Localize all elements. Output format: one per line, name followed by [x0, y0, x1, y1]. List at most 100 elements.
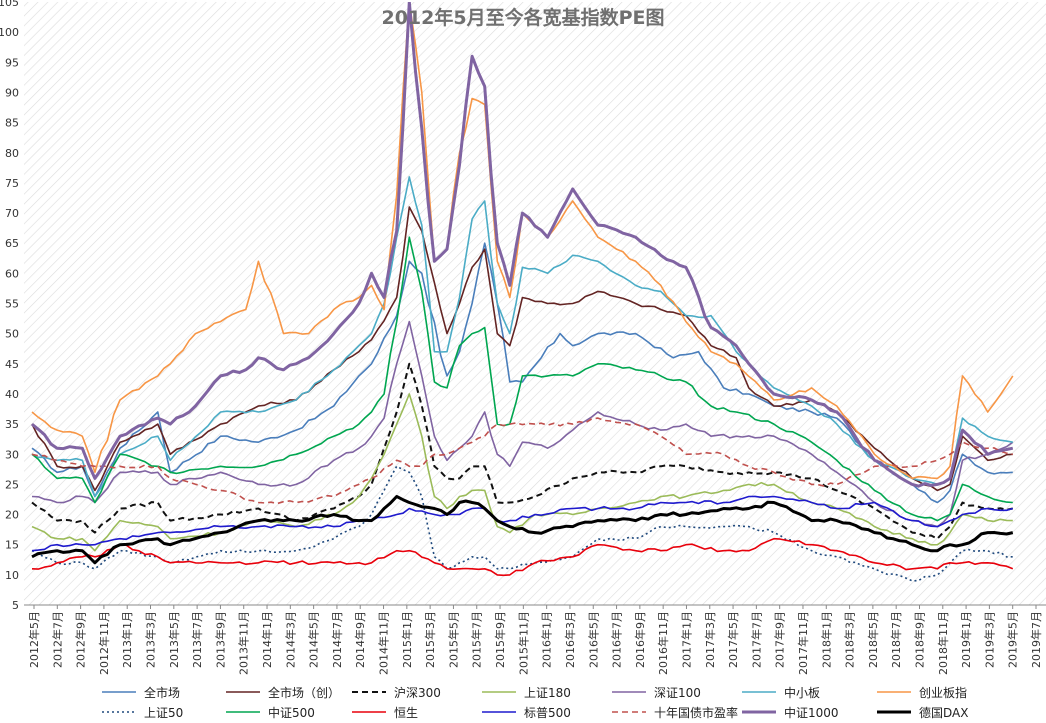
x-tick-label: 2015年7月 [470, 611, 484, 668]
chart-legend: 全市场 全市场（创） 沪深300 上证180 深证100 中小板 创业板指上证50 中证500… [100, 683, 1040, 721]
y-tick-label: 5 [12, 599, 19, 612]
series-line [31, 495, 1014, 552]
legend-label: 上证180 [524, 685, 571, 700]
x-tick-label: 2018年1月 [819, 611, 833, 668]
series-line [31, 206, 1013, 492]
x-tick-label: 2012年9月 [74, 611, 88, 668]
x-tick-label: 2015年5月 [446, 611, 460, 668]
y-tick-label: 65 [5, 237, 19, 250]
x-tick-label: 2014年11月 [377, 611, 391, 675]
plot-area-background [24, 2, 1046, 605]
x-tick-label: 2019年5月 [1006, 611, 1020, 668]
x-tick-label: 2016年1月 [540, 611, 554, 668]
legend-swatch [742, 710, 776, 714]
series-line [31, 393, 1013, 552]
legend-label: 上证50 [144, 705, 184, 720]
legend-label: 创业板指 [919, 685, 968, 700]
legend-swatch [612, 711, 646, 713]
x-tick-label: 2019年7月 [1029, 611, 1043, 668]
series-line [31, 495, 1014, 565]
legend-item: 创业板指 [875, 683, 967, 701]
legend-item: 标普500 [480, 703, 571, 721]
series-line [31, 417, 1013, 505]
x-tick-label: 2015年9月 [493, 611, 507, 668]
legend-label: 标普500 [524, 705, 571, 720]
x-tick-label: 2019年1月 [959, 611, 973, 668]
y-tick-label: 80 [5, 147, 19, 160]
series-line [31, 465, 1013, 582]
legend-item: 全市场 [100, 683, 180, 701]
x-tick-label: 2014年7月 [330, 611, 344, 668]
x-tick-label: 2015年3月 [423, 611, 437, 668]
x-tick-label: 2018年3月 [843, 611, 857, 668]
legend-swatch [226, 691, 260, 693]
y-tick-label: 15 [5, 539, 19, 552]
y-tick-label: 100 [0, 26, 19, 39]
legend-swatch [877, 691, 911, 693]
y-tick-label: 25 [5, 478, 19, 491]
legend-item: 深证100 [610, 683, 701, 701]
legend-item: 全市场（创） [224, 683, 340, 701]
y-tick-label: 95 [5, 56, 19, 69]
legend-item: 中证1000 [740, 703, 839, 721]
x-tick-label: 2014年1月 [260, 611, 274, 668]
legend-label: 十年国债市盈率 [654, 705, 739, 720]
y-tick-label: 35 [5, 418, 19, 431]
x-tick-label: 2014年9月 [353, 611, 367, 668]
legend-swatch [742, 691, 776, 693]
series-line [31, 320, 1014, 528]
x-tick-label: 2014年5月 [307, 611, 321, 668]
legend-item: 上证180 [480, 683, 571, 701]
legend-label: 德国DAX [919, 705, 969, 720]
x-tick-label: 2018年7月 [889, 611, 903, 668]
x-tick-label: 2013年9月 [213, 611, 227, 668]
y-tick-label: 20 [5, 509, 19, 522]
x-tick-label: 2013年1月 [120, 611, 134, 668]
x-tick-label: 2013年11月 [237, 611, 251, 675]
legend-swatch [482, 691, 516, 693]
y-tick-label: 30 [5, 448, 19, 461]
legend-swatch [352, 711, 386, 713]
legend-swatch [612, 691, 646, 693]
y-axis: 5 10 15 20 25 30 35 40 45 50 55 60 65 70 75 80 85 90 95 100… [0, 0, 19, 612]
y-tick-label: 60 [5, 267, 19, 280]
x-axis: 2012年5月 2012年7月 2012年9月 2012年11月 2013年1月 2013… [24, 604, 1046, 675]
y-tick-label: 50 [5, 328, 19, 341]
legend-label: 全市场 [144, 685, 181, 700]
chart-title: 2012年5月至今各宽基指数PE图 [381, 7, 665, 29]
y-tick-label: 10 [5, 569, 19, 582]
x-tick-label: 2017年7月 [749, 611, 763, 668]
x-tick-label: 2014年3月 [283, 611, 297, 668]
legend-label: 全市场（创） [268, 685, 341, 700]
x-tick-label: 2017年11月 [796, 611, 810, 675]
legend-label: 中证500 [268, 705, 315, 720]
legend-swatch [102, 691, 136, 693]
legend-label: 中证1000 [784, 705, 839, 720]
legend-item: 上证50 [100, 703, 183, 721]
series-line [31, 2, 1014, 488]
series-line [31, 242, 1013, 504]
legend-item: 十年国债市盈率 [610, 703, 738, 721]
x-tick-label: 2016年9月 [633, 611, 647, 668]
y-tick-label: 55 [5, 298, 19, 311]
legend-item: 恒生 [350, 703, 418, 721]
y-tick-label: 85 [5, 117, 19, 130]
y-tick-label: 70 [5, 207, 19, 220]
legend-swatch [226, 711, 260, 713]
x-tick-label: 2017年1月 [679, 611, 693, 668]
legend-item: 德国DAX [875, 703, 968, 721]
x-tick-label: 2017年9月 [773, 611, 787, 668]
x-tick-label: 2012年5月 [27, 611, 41, 668]
y-tick-label: 90 [5, 86, 19, 99]
legend-label: 深证100 [654, 685, 701, 700]
x-tick-label: 2017年3月 [703, 611, 717, 668]
legend-swatch [877, 710, 911, 714]
y-tick-label: 40 [5, 388, 19, 401]
x-tick-label: 2015年11月 [516, 611, 530, 675]
legend-item: 沪深300 [350, 683, 441, 701]
legend-item: 中小板 [740, 683, 820, 701]
legend-swatch [352, 691, 386, 693]
legend-label: 恒生 [394, 705, 419, 720]
x-tick-label: 2017年5月 [726, 611, 740, 668]
